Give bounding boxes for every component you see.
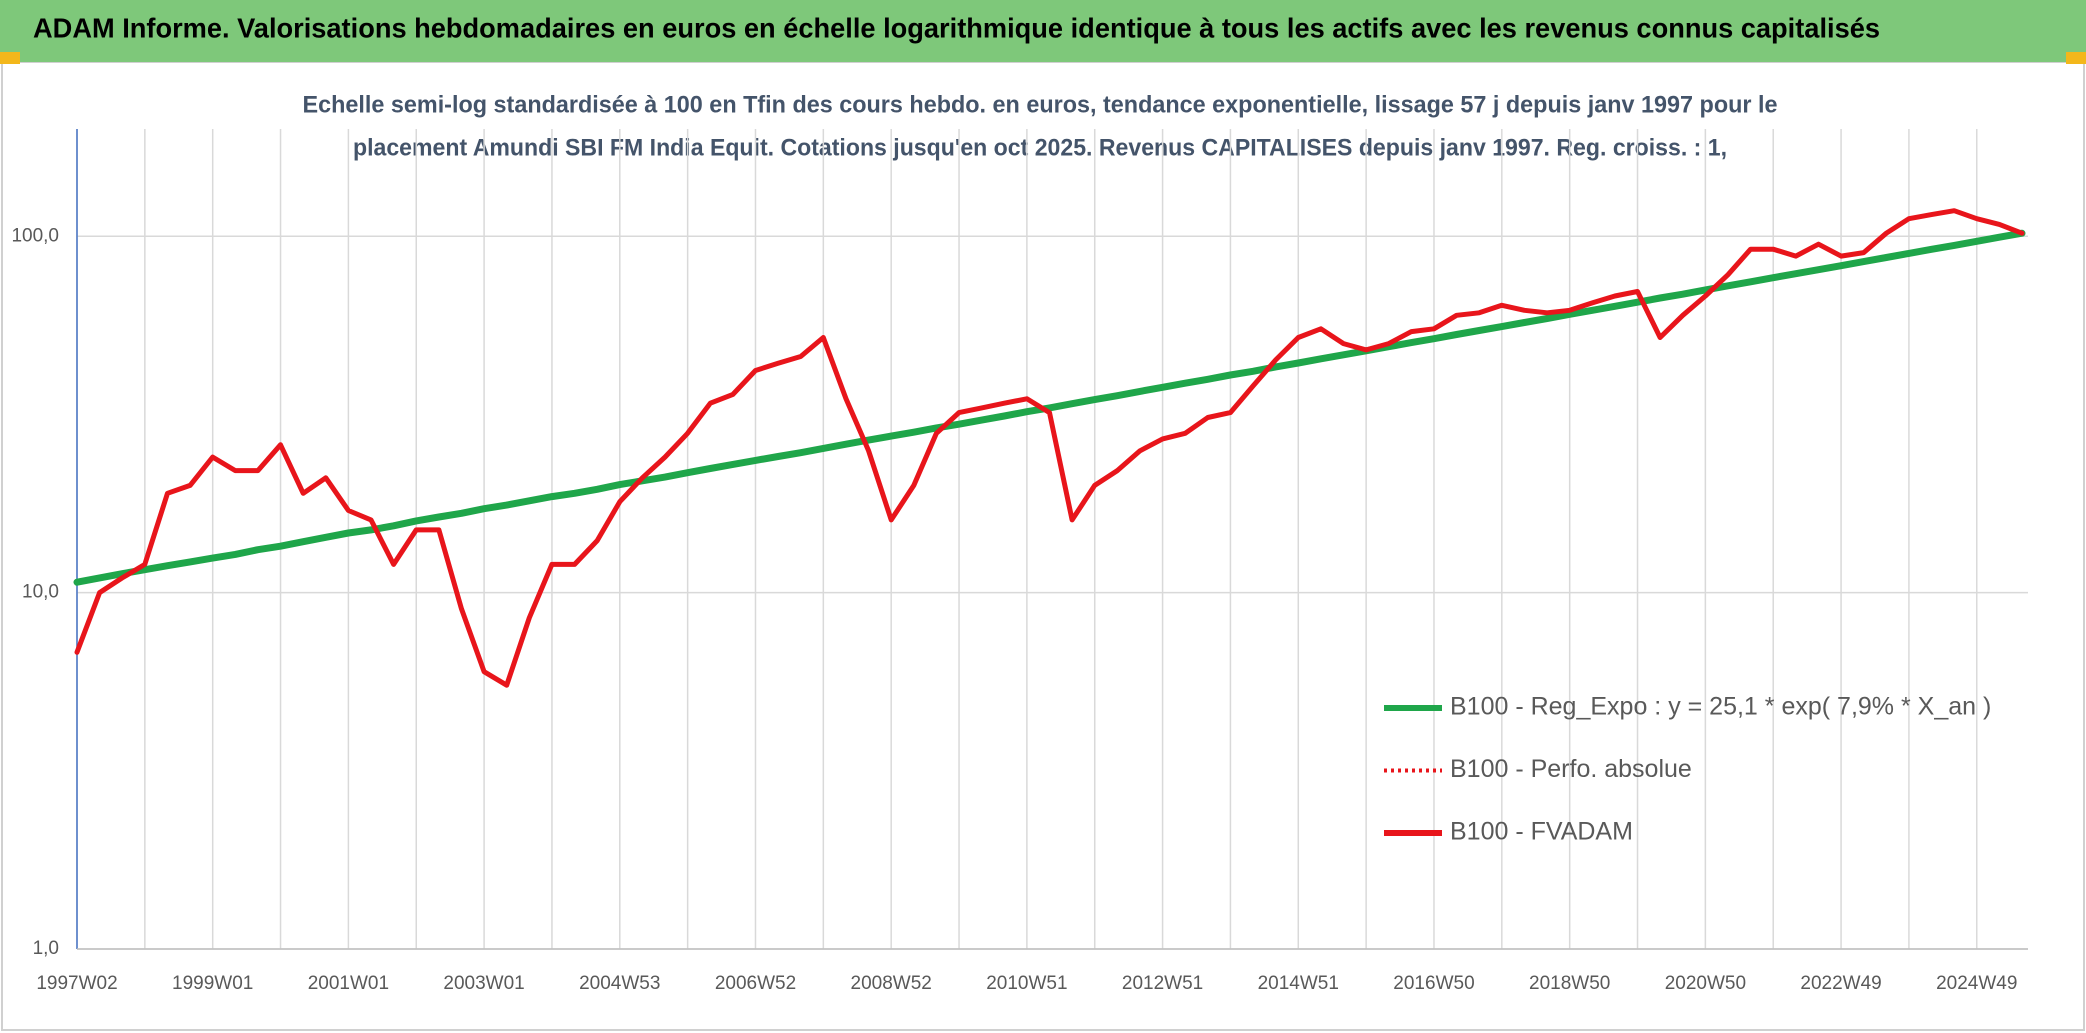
x-tick-label: 2022W49 [1800,973,1881,994]
x-tick-label: 2010W51 [986,973,1067,994]
x-tick-label: 2003W01 [443,973,524,994]
grid: 1,0 10,0 100,0 1997W02 1999W01 2001W01 2003W01… [11,129,2028,994]
x-tick-label: 2008W52 [851,973,932,994]
data-line [74,208,2025,688]
x-tick-label: 1999W01 [172,973,253,994]
corner-mark [0,52,20,64]
chart-subtitle: placement Amundi SBI FM India Equit. Cot… [353,134,1727,161]
x-tick-label: 2024W49 [1936,973,2017,994]
legend-label: B100 - Reg_Expo : y = 25,1 * exp( 7,9% *… [1450,693,1991,721]
x-tick-label: 2006W52 [715,973,796,994]
y-tick-label: 10,0 [22,582,59,603]
x-tick-label: 2012W51 [1122,973,1203,994]
chart-frame [1,61,2085,1031]
legend: B100 - Reg_Expo : y = 25,1 * exp( 7,9% *… [1384,693,1991,846]
y-tick-label: 1,0 [33,938,59,959]
header-title: ADAM Informe. Valorisations hebdomadaire… [33,12,1880,43]
x-tick-label: 2018W50 [1529,973,1610,994]
header-bar [0,0,2086,62]
plot [73,208,2026,688]
legend-label: B100 - Perfo. absolue [1450,755,1692,783]
data-line [73,229,2026,586]
legend-label: B100 - FVADAM [1450,818,1633,846]
x-tick-label: 2004W53 [579,973,660,994]
x-tick-label: 2001W01 [308,973,389,994]
corner-mark [2066,52,2086,64]
x-tick-label: 2016W50 [1393,973,1474,994]
x-tick-label: 2014W51 [1258,973,1339,994]
y-tick-label: 100,0 [11,225,59,246]
x-tick-label: 2020W50 [1665,973,1746,994]
chart-subtitle: Echelle semi-log standardisée à 100 en T… [303,91,1778,118]
x-tick-label: 1997W02 [36,973,117,994]
